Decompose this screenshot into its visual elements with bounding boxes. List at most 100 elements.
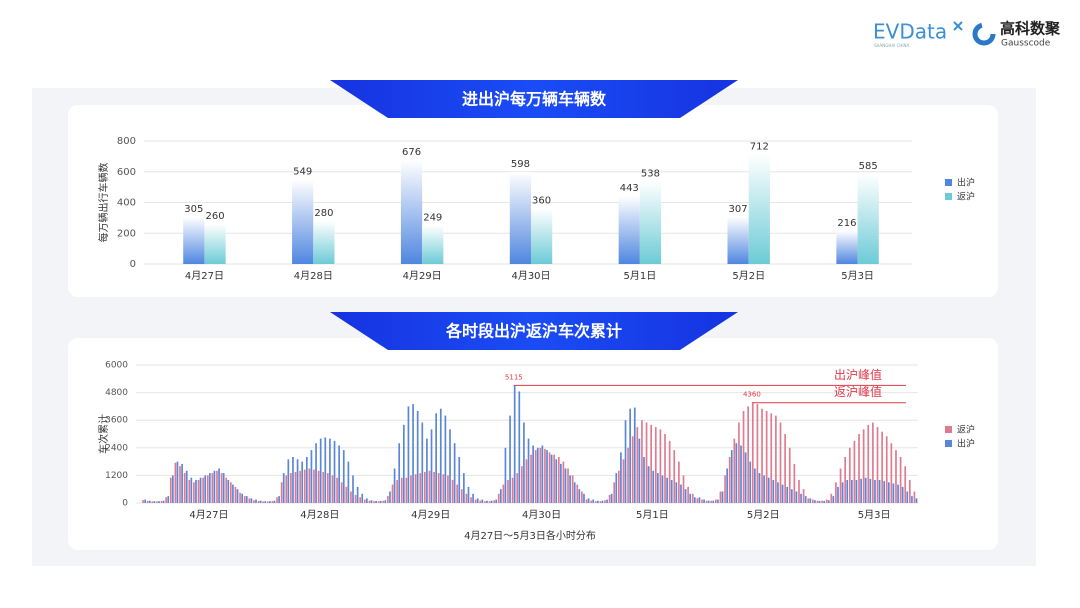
bar: [654, 427, 657, 503]
bar: [421, 422, 424, 503]
bar: [719, 491, 722, 503]
bar: [405, 477, 408, 503]
bar: [382, 500, 385, 503]
data-label: 307: [729, 204, 748, 215]
bar: [391, 484, 394, 503]
bar: [507, 480, 509, 503]
bar: [479, 500, 482, 503]
bar: [271, 500, 274, 503]
bar: [511, 477, 514, 503]
bar: [860, 478, 862, 503]
bar: [290, 473, 292, 503]
bar: [802, 489, 805, 503]
title-banner: [330, 312, 738, 350]
bar: [562, 461, 565, 503]
bar: [345, 486, 348, 503]
bar: [724, 475, 726, 503]
x-tick-label: 4月28日: [294, 270, 333, 282]
bar: [573, 482, 576, 503]
bar: [878, 480, 881, 503]
bar: [165, 497, 168, 503]
x-tick-label: 5月2日: [747, 509, 780, 521]
bar: [691, 493, 694, 503]
bar: [550, 454, 553, 503]
bar: [553, 454, 556, 503]
bar: [830, 493, 833, 503]
bar: [673, 450, 676, 503]
bar: [426, 438, 428, 503]
bar: [531, 208, 553, 264]
bar: [876, 427, 879, 503]
bar: [495, 499, 498, 503]
bar: [308, 468, 311, 503]
bar: [858, 434, 860, 503]
bar: [809, 498, 812, 503]
bar: [622, 459, 625, 503]
bar: [433, 471, 435, 503]
x-tick-label: 5月2日: [732, 270, 765, 282]
y-tick-label: 0: [130, 259, 136, 270]
bar: [701, 499, 703, 503]
bar: [853, 440, 856, 503]
bar: [765, 411, 768, 503]
bar: [497, 493, 500, 503]
data-label: 538: [641, 168, 660, 179]
x-tick-label: 4月28日: [300, 509, 339, 521]
bar: [767, 477, 770, 503]
bar: [587, 498, 590, 503]
bar: [775, 415, 777, 503]
bar: [447, 475, 449, 503]
bar: [472, 493, 474, 503]
y-tick-label: 4800: [105, 388, 128, 398]
bar: [793, 463, 796, 503]
bar: [786, 486, 789, 503]
bar: [299, 470, 301, 503]
bar: [763, 475, 765, 503]
bar: [567, 468, 569, 503]
bar: [504, 447, 507, 503]
bar: [618, 195, 640, 264]
bar: [532, 445, 534, 503]
bar: [204, 475, 207, 503]
bar: [825, 499, 828, 503]
bar: [696, 498, 699, 503]
title-banner: [330, 80, 738, 118]
bar: [160, 500, 163, 503]
chart-title: 进出沪每万辆车辆数: [462, 90, 607, 109]
bar: [518, 391, 521, 503]
y-tick-label: 3600: [105, 416, 128, 426]
bar: [278, 496, 280, 503]
bar: [846, 480, 849, 503]
logo-subtext: Gausscode: [1001, 39, 1051, 49]
bar: [179, 466, 181, 503]
bar: [236, 489, 239, 503]
bar: [839, 468, 842, 503]
data-label: 549: [293, 167, 312, 178]
bar: [199, 477, 202, 503]
bar: [167, 496, 170, 503]
bar: [387, 496, 389, 503]
data-label: 585: [859, 161, 878, 172]
bar: [895, 450, 897, 503]
x-tick-label: 4月30日: [522, 509, 561, 521]
bar: [851, 480, 853, 503]
data-label: 443: [620, 183, 639, 194]
bar: [748, 154, 770, 264]
bar: [596, 500, 599, 503]
y-tick-label: 6000: [105, 361, 128, 371]
bar: [726, 468, 728, 503]
bar: [740, 445, 742, 503]
bar: [703, 499, 705, 503]
logo-subtext: SHANGHAI CHINA: [874, 43, 910, 48]
bar: [356, 486, 359, 503]
bar: [680, 484, 682, 503]
bar: [442, 474, 445, 503]
bar: [548, 452, 551, 503]
bar: [857, 174, 879, 264]
bar: [874, 480, 876, 503]
bar: [899, 457, 902, 503]
bar: [758, 473, 761, 503]
bar: [823, 500, 825, 503]
bar: [652, 470, 655, 503]
bar: [190, 477, 193, 503]
